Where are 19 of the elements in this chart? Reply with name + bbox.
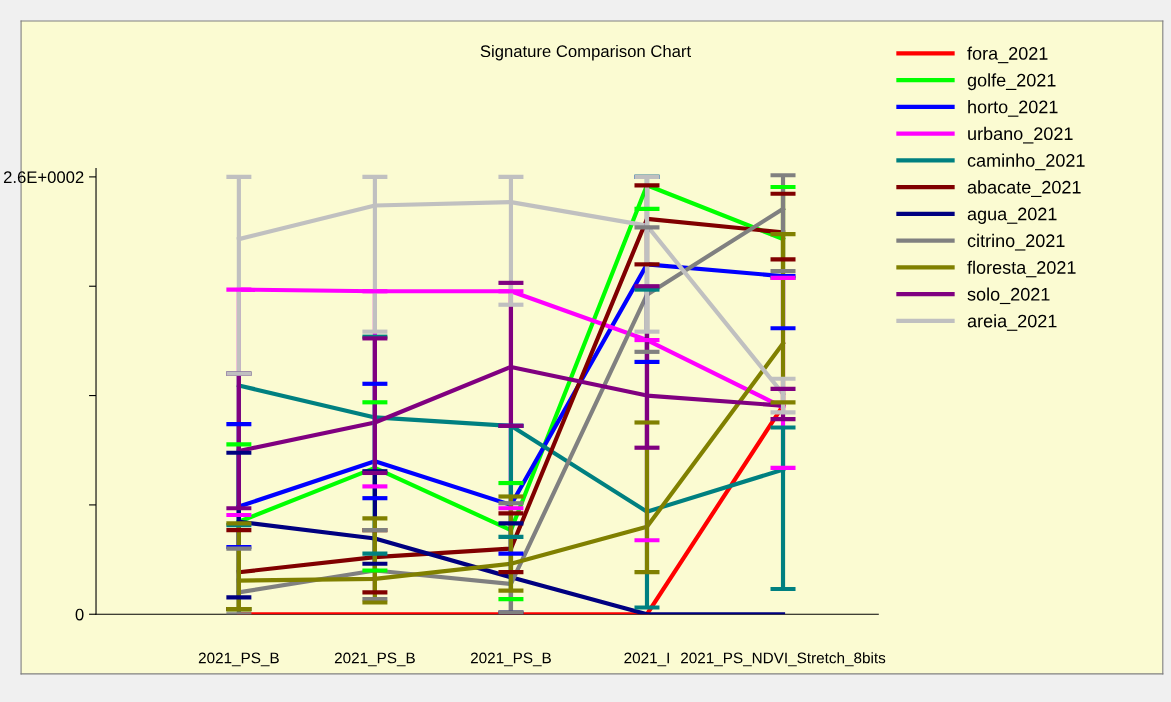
legend-label: abacate_2021 — [967, 180, 1081, 198]
x-tick-label: 2021_I — [624, 652, 669, 667]
x-tick-label: 2021_PS_B — [198, 652, 279, 667]
legend-label: urbano_2021 — [968, 126, 1073, 144]
legend-label: citrino_2021 — [967, 233, 1065, 251]
x-tick-label: 2021_PS_B — [334, 652, 415, 667]
legend-label: golfe_2021 — [967, 73, 1056, 91]
legend-label: caminho_2021 — [967, 153, 1085, 171]
legend-label: agua_2021 — [967, 207, 1057, 224]
x-tick-label: 2021_PS_B — [470, 652, 551, 667]
legend-label: horto_2021 — [968, 100, 1058, 117]
chart-title: Signature Comparison Chart — [480, 44, 691, 61]
x-tick-label: 2021_PS_NDVI_Stretch_8bits — [681, 652, 886, 667]
legend-label: solo_2021 — [967, 287, 1050, 305]
legend-label: floresta_2021 — [967, 260, 1076, 278]
y-tick-label: 2.6E+0002 — [3, 171, 84, 184]
legend-label: fora_2021 — [967, 46, 1048, 64]
y-tick-label: 0 — [75, 608, 84, 621]
legend-label: areia_2021 — [967, 314, 1057, 331]
